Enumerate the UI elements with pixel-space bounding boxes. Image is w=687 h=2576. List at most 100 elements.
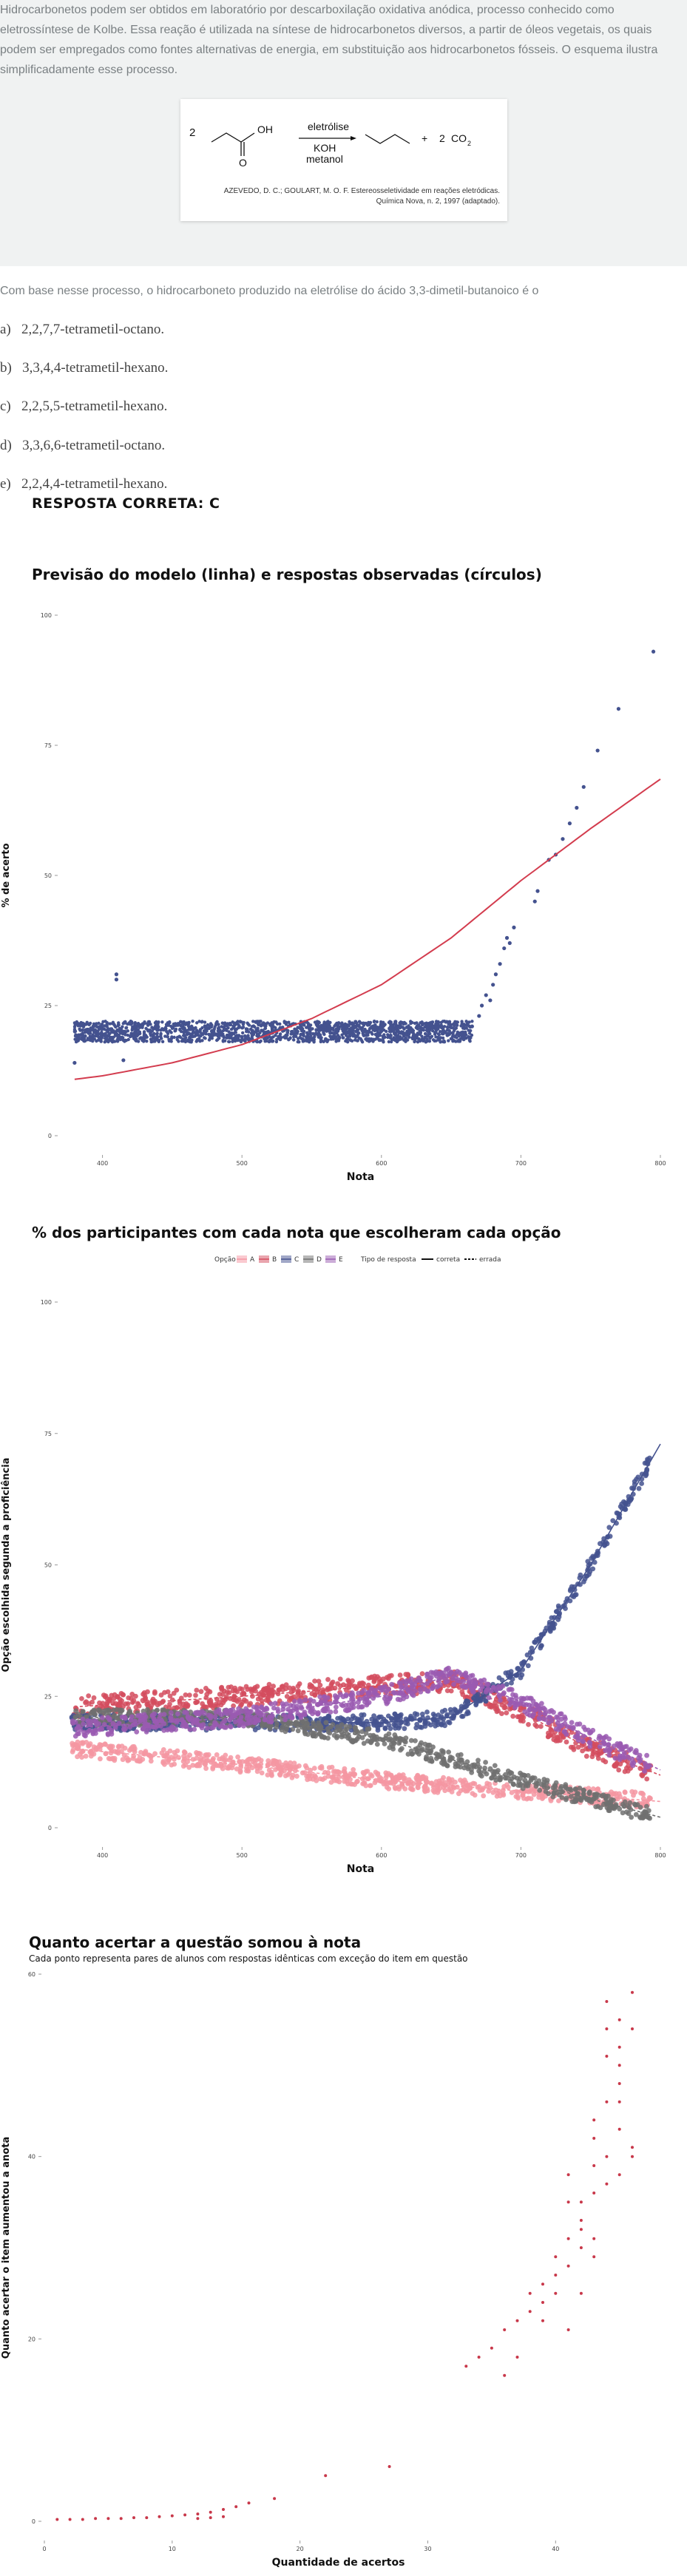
observed-point <box>91 1039 95 1043</box>
observed-point <box>488 998 493 1003</box>
observed-point <box>396 1028 400 1032</box>
observed-point <box>133 1031 138 1035</box>
option-A-point <box>487 1781 493 1787</box>
option-e[interactable]: e) 2,2,4,4-tetrametil-hexano. <box>0 476 167 492</box>
option-A-point <box>367 1783 373 1789</box>
observed-point <box>292 1034 296 1039</box>
option-A-point <box>160 1760 166 1766</box>
observed-point <box>169 1024 173 1028</box>
observed-point <box>319 1023 323 1028</box>
observed-point <box>394 1038 398 1042</box>
option-b[interactable]: b) 3,3,4,4-tetrametil-hexano. <box>0 360 168 376</box>
observed-point <box>464 1033 468 1037</box>
observed-point <box>292 1038 296 1042</box>
observed-point <box>250 1028 254 1033</box>
option-A-point <box>382 1780 388 1786</box>
option-a[interactable]: a) 2,2,7,7-tetrametil-octano. <box>0 322 164 338</box>
observed-point <box>87 1031 91 1035</box>
option-A-point <box>70 1741 75 1746</box>
option-C-point <box>359 1712 365 1718</box>
observed-point <box>129 1034 132 1039</box>
observed-point <box>123 1033 127 1037</box>
option-D-point <box>498 1775 504 1780</box>
option-A-point <box>172 1761 177 1767</box>
observed-point <box>312 1036 316 1040</box>
observed-point <box>366 1033 370 1037</box>
observed-point <box>278 1037 282 1042</box>
observed-point <box>123 1020 127 1024</box>
observed-point <box>371 1026 376 1029</box>
observed-point <box>284 1023 288 1026</box>
observed-point <box>367 1040 371 1043</box>
option-B-point <box>488 1703 494 1708</box>
option-D-point <box>553 1780 559 1786</box>
option-d[interactable]: d) 3,3,6,6-tetrametil-octano. <box>0 438 165 454</box>
option-c[interactable]: c) 2,2,5,5-tetrametil-hexano. <box>0 399 167 415</box>
option-A-point <box>345 1781 351 1786</box>
option-E-point <box>646 1764 651 1770</box>
observed-point <box>157 1025 160 1029</box>
observed-point <box>294 1028 298 1033</box>
option-D-point <box>469 1767 474 1772</box>
option-A-point <box>167 1748 173 1754</box>
option-B-point <box>169 1697 175 1703</box>
option-A-point <box>590 1786 596 1792</box>
observed-point <box>241 1023 246 1026</box>
option-A-point <box>294 1773 299 1779</box>
option-A-point <box>397 1775 402 1780</box>
reaction-scheme: 2 OH O eletrólise KOH metanol + 2 CO 2 A… <box>180 99 507 221</box>
observed-point <box>148 1028 152 1032</box>
observed-point <box>385 1029 388 1034</box>
option-B-point <box>158 1692 164 1698</box>
arrow-condition-solvent: metanol <box>306 153 343 165</box>
observed-point <box>491 983 495 987</box>
option-A-point <box>451 1785 457 1791</box>
observed-point <box>241 1031 245 1035</box>
observed-point <box>245 1029 248 1034</box>
observed-point <box>418 1029 422 1033</box>
option-B-point <box>644 1776 650 1782</box>
option-A-point <box>282 1773 288 1779</box>
option-B-point <box>614 1760 620 1766</box>
option-C-point <box>412 1711 418 1716</box>
option-A-point <box>506 1784 511 1790</box>
option-A-point <box>307 1772 313 1777</box>
option-C-point <box>584 1573 590 1579</box>
observed-point <box>109 1037 113 1041</box>
observed-point <box>362 1023 366 1027</box>
observed-point <box>279 1034 282 1039</box>
option-A-point <box>456 1791 461 1797</box>
observed-point <box>91 1034 95 1039</box>
observed-point <box>197 1033 200 1037</box>
chart2-title: % dos participantes com cada nota que es… <box>32 1224 561 1241</box>
observed-point <box>129 1020 132 1023</box>
option-A-point <box>194 1763 200 1769</box>
option-D-point <box>335 1724 340 1729</box>
observed-point <box>241 1026 246 1029</box>
option-E-point <box>606 1752 612 1758</box>
option-D-point <box>334 1735 339 1741</box>
option-B-point <box>186 1692 192 1698</box>
observed-point <box>319 1040 322 1044</box>
legend-title-type: Tipo de resposta <box>360 1256 416 1264</box>
observed-point <box>349 1026 353 1030</box>
x-tick-label: 400 <box>97 1160 108 1167</box>
observed-point <box>367 1028 371 1033</box>
option-B-point <box>145 1689 150 1695</box>
observed-point <box>183 1037 187 1041</box>
option-D-point <box>502 1775 508 1781</box>
option-E-point <box>268 1701 274 1706</box>
option-A-point <box>175 1748 180 1754</box>
option-B-point <box>193 1700 198 1706</box>
observed-point <box>256 1028 260 1032</box>
observed-point <box>270 1036 274 1040</box>
observed-point <box>168 1020 172 1025</box>
option-D-point <box>127 1710 133 1715</box>
observed-point <box>173 1029 177 1033</box>
observed-point <box>425 1029 430 1033</box>
observed-point <box>388 1029 392 1034</box>
option-B-point <box>283 1682 289 1687</box>
observed-point <box>104 1037 107 1040</box>
option-A-point <box>203 1752 208 1758</box>
option-D-trend-line <box>74 1716 661 1818</box>
